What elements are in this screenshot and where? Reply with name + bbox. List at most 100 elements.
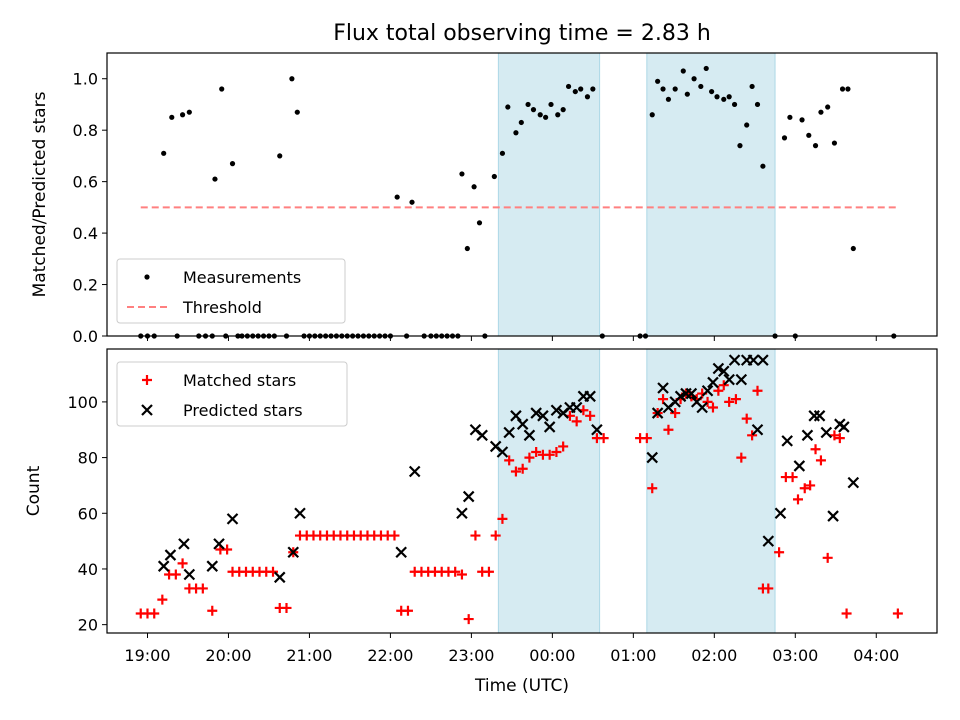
data-point: [543, 421, 556, 433]
data-point: [206, 560, 219, 572]
data-point: [590, 86, 596, 92]
data-point: [483, 566, 494, 577]
data-point: [774, 507, 787, 520]
data-point: [696, 401, 708, 414]
y-axis-label: Matched/Predicted stars: [30, 91, 50, 297]
data-point: [516, 418, 529, 430]
data-point: [763, 583, 774, 594]
data-point: [530, 107, 537, 113]
bottom-panel: 20 40 60 80 100 19:00 20:00 21:00 22:00 23:00 00:0…: [24, 348, 938, 665]
data-point: [497, 513, 508, 524]
data-point: [572, 88, 578, 95]
x-tick-label: 20:00: [205, 646, 251, 665]
y-tick-label: 0.8: [73, 121, 98, 140]
data-point: [702, 396, 713, 407]
data-point: [555, 112, 561, 118]
data-point: [149, 608, 160, 619]
data-point: [550, 404, 563, 417]
data-point: [212, 176, 218, 182]
data-point: [799, 117, 805, 123]
data-point: [691, 76, 697, 82]
data-point: [510, 466, 521, 477]
data-point: [476, 220, 483, 226]
data-point: [663, 424, 674, 435]
data-point: [793, 460, 806, 472]
y-tick-label: 0.2: [73, 276, 98, 295]
data-point: [281, 602, 292, 613]
data-point: [754, 101, 761, 108]
series-matched-stars: [135, 380, 903, 625]
data-point: [806, 132, 812, 138]
data-point: [736, 452, 747, 463]
observing-window: [646, 348, 776, 634]
data-point: [164, 549, 177, 561]
data-point: [207, 605, 218, 616]
data-point: [845, 86, 851, 92]
data-point: [747, 354, 760, 366]
axes-frame: [106, 52, 938, 337]
data-point: [792, 494, 803, 505]
data-point: [389, 530, 400, 541]
observing-window: [497, 52, 601, 337]
data-point: [517, 463, 528, 474]
data-point: [730, 394, 741, 405]
x-tick-label: 03:00: [772, 646, 818, 665]
data-point: [685, 387, 698, 400]
data-point: [762, 535, 775, 547]
data-point: [513, 130, 519, 136]
data-point: [571, 416, 582, 427]
data-point: [578, 86, 584, 92]
legend-swatch: [141, 404, 153, 416]
y-tick-label: 0.4: [73, 224, 98, 243]
data-point: [726, 94, 732, 100]
data-point: [505, 104, 511, 110]
data-point: [717, 365, 730, 378]
x-tick-label: 00:00: [529, 646, 575, 665]
y-tick-label: 60: [78, 504, 98, 523]
chart-title: Flux total observing time = 2.83 h: [333, 21, 711, 46]
data-point: [504, 455, 515, 466]
legend-box: [116, 361, 348, 427]
data-point: [801, 429, 814, 442]
data-point: [647, 483, 658, 494]
data-point: [709, 88, 715, 95]
data-point: [781, 435, 793, 447]
data-point: [703, 65, 709, 72]
data-point: [177, 558, 188, 569]
data-point: [531, 447, 542, 458]
data-point: [718, 380, 729, 391]
data-point: [178, 538, 190, 550]
data-point: [394, 194, 400, 200]
data-point: [684, 91, 690, 97]
series-predicted-stars: [157, 354, 860, 584]
data-point: [757, 354, 769, 366]
data-point: [744, 122, 750, 128]
data-point: [737, 143, 743, 149]
data-point: [268, 566, 278, 577]
data-point: [294, 109, 300, 115]
data-point: [161, 150, 167, 156]
data-point: [820, 426, 833, 439]
data-point: [760, 163, 766, 169]
data-point: [829, 430, 840, 441]
data-point: [827, 510, 839, 522]
data-point: [810, 444, 821, 455]
data-point: [289, 76, 295, 82]
x-tick-label: 23:00: [448, 646, 494, 665]
data-point: [524, 452, 535, 463]
data-point: [183, 568, 196, 581]
data-point: [277, 153, 283, 159]
data-point: [598, 433, 609, 444]
data-point: [751, 423, 764, 436]
data-point: [518, 119, 524, 126]
x-tick-label: 01:00: [610, 646, 656, 665]
data-point: [537, 410, 549, 422]
legend-swatch: [144, 274, 150, 280]
data-point: [459, 171, 465, 177]
observing-window: [646, 52, 776, 337]
data-point: [179, 112, 186, 118]
data-point: [510, 410, 522, 422]
data-point: [723, 373, 735, 386]
data-point: [463, 614, 474, 625]
y-tick-label: 0.0: [73, 327, 98, 346]
